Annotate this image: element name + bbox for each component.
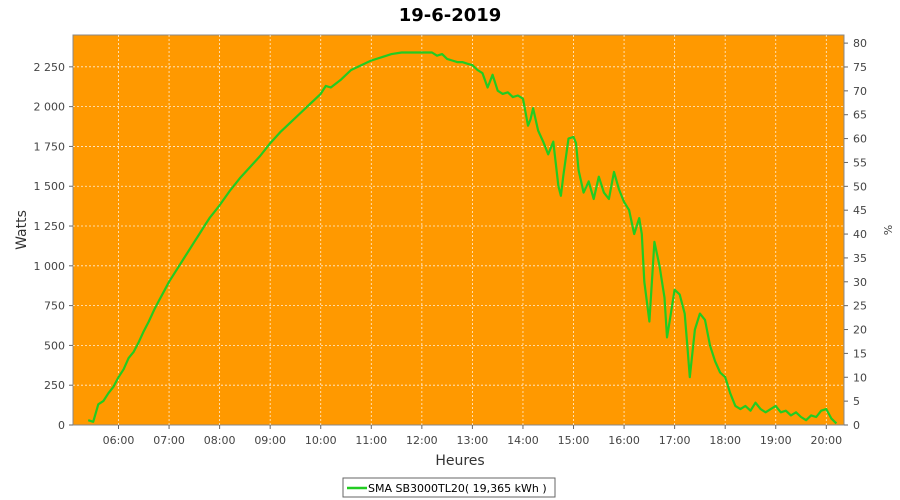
y2-tick-label: 30 — [853, 276, 867, 289]
x-tick-label: 09:00 — [254, 434, 286, 447]
x-tick-label: 19:00 — [760, 434, 792, 447]
legend-box — [342, 477, 556, 498]
y2-tick-label: 45 — [853, 204, 867, 217]
y-tick-label: 2 250 — [34, 61, 66, 74]
x-tick-label: 06:00 — [103, 434, 135, 447]
plot-area — [72, 34, 845, 426]
y2-tick-label: 75 — [853, 61, 867, 74]
y2-axis-label: % — [881, 225, 894, 235]
y2-tick-label: 60 — [853, 133, 867, 146]
series-line — [87, 51, 838, 425]
y-axis-label: Watts — [14, 210, 30, 250]
y-tick-label: 2 000 — [34, 101, 66, 114]
y-tick-label: 0 — [58, 419, 65, 432]
x-tick-label: 10:00 — [305, 434, 337, 447]
y2-axis: 0 5 10 15 20 25 30 35 40 45 50 55 60 65 70 75 80 — [844, 37, 867, 432]
y2-tick-label: 40 — [853, 228, 867, 241]
x-tick-label: 12:00 — [406, 434, 438, 447]
x-tick-label: 08:00 — [204, 434, 236, 447]
y-axis: 0 250 500 750 1 000 1 250 1 500 1 750 2 000 2 250 — [34, 61, 73, 432]
legend-entry: SMA SB3000TL20( 19,365 kWh ) — [368, 482, 547, 495]
y-tick-label: 250 — [44, 379, 65, 392]
y2-tick-label: 80 — [853, 37, 867, 50]
y2-tick-label: 50 — [853, 180, 867, 193]
y2-tick-label: 70 — [853, 85, 867, 98]
x-tick-label: 17:00 — [659, 434, 691, 447]
y2-tick-label: 25 — [853, 300, 867, 313]
y2-tick-label: 55 — [853, 156, 867, 169]
y2-tick-label: 20 — [853, 324, 867, 337]
x-tick-label: 15:00 — [558, 434, 590, 447]
x-tick-label: 07:00 — [153, 434, 185, 447]
y-tick-label: 1 250 — [34, 220, 66, 233]
x-tick-label: 16:00 — [608, 434, 640, 447]
y2-tick-label: 5 — [853, 395, 860, 408]
x-axis-label: Heures — [435, 453, 484, 469]
y2-tick-label: 35 — [853, 252, 867, 265]
x-axis: 06:00 07:00 08:00 09:00 10:00 11:00 12:00 13:00… — [103, 425, 842, 447]
y-tick-label: 1 750 — [34, 140, 66, 153]
x-tick-label: 18:00 — [709, 434, 741, 447]
y-tick-label: 500 — [44, 339, 65, 352]
y-tick-label: 1 500 — [34, 180, 66, 193]
y-tick-label: 1 000 — [34, 260, 66, 273]
y2-tick-label: 10 — [853, 371, 867, 384]
x-tick-label: 13:00 — [457, 434, 489, 447]
chart-title: 19-6-2019 — [399, 5, 502, 26]
y2-tick-label: 0 — [853, 419, 860, 432]
x-tick-label: 20:00 — [810, 434, 842, 447]
y-tick-label: 750 — [44, 300, 65, 313]
x-tick-label: 11:00 — [355, 434, 387, 447]
y2-tick-label: 65 — [853, 109, 867, 122]
y2-tick-label: 15 — [853, 347, 867, 360]
x-tick-label: 14:00 — [507, 434, 539, 447]
legend: SMA SB3000TL20( 19,365 kWh ) — [342, 477, 556, 498]
